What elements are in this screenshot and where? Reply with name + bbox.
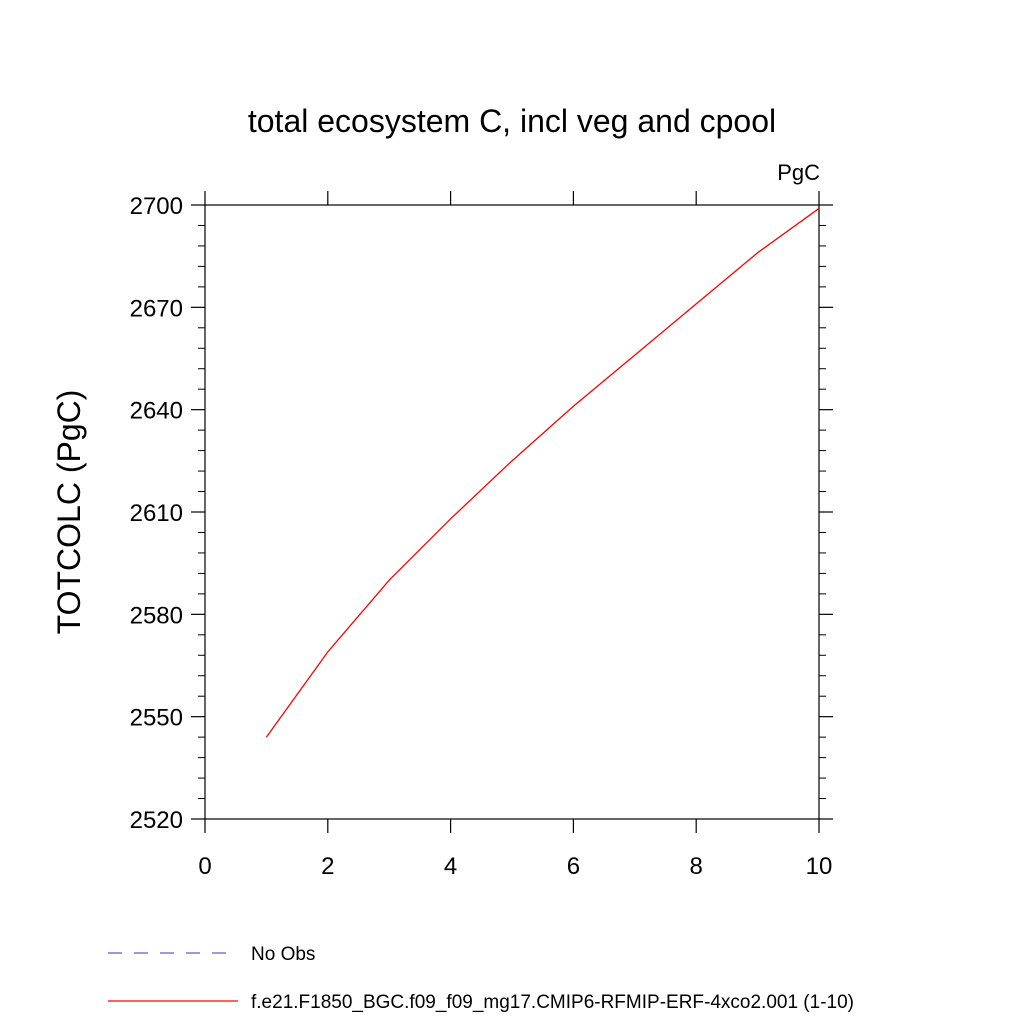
x-tick-label: 6 xyxy=(567,853,580,880)
legend: No Obs f.e21.F1850_BGC.f09_f09_mg17.CMIP6… xyxy=(108,944,854,1013)
y-tick-label: 2700 xyxy=(130,193,183,220)
legend-label-0: No Obs xyxy=(251,944,315,965)
x-tick-label: 0 xyxy=(198,853,211,880)
x-tick-label: 10 xyxy=(806,853,833,880)
y-tick-label: 2610 xyxy=(130,500,183,527)
plot-frame xyxy=(204,204,820,820)
legend-label-1: f.e21.F1850_BGC.f09_f09_mg17.CMIP6-RFMIP… xyxy=(251,992,854,1013)
y-tick-label: 2640 xyxy=(130,398,183,425)
units-label: PgC xyxy=(777,160,820,185)
series-lines xyxy=(265,207,820,738)
y-tick-label: 2520 xyxy=(130,807,183,834)
chart-title: total ecosystem C, incl veg and cpool xyxy=(248,103,776,139)
axis-tick-labels: 0 2 4 6 8 10 2520 2550 2580 2610 2640 2670 2700 xyxy=(130,193,833,880)
y-axis-label: TOTCOLC (PgC) xyxy=(51,390,87,635)
y-tick-label: 2550 xyxy=(130,705,183,732)
x-tick-label: 2 xyxy=(321,853,334,880)
y-tick-label: 2670 xyxy=(130,295,183,322)
x-tick-label: 8 xyxy=(690,853,703,880)
x-tick-label: 4 xyxy=(444,853,457,880)
axis-ticks xyxy=(191,191,833,833)
y-tick-label: 2580 xyxy=(130,602,183,629)
series-line-1 xyxy=(265,207,820,738)
